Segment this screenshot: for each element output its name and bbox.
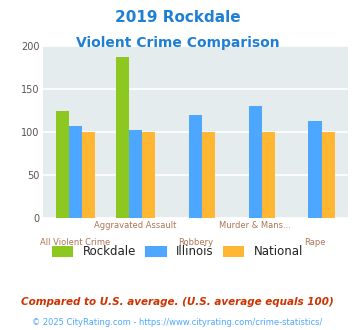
Text: 2019 Rockdale: 2019 Rockdale	[115, 10, 240, 25]
Bar	[202, 132, 215, 218]
Bar	[262, 132, 275, 218]
Text: All Violent Crime: All Violent Crime	[40, 238, 111, 247]
Bar	[129, 130, 142, 218]
Bar	[56, 112, 69, 218]
Bar	[82, 132, 95, 218]
Bar	[69, 126, 82, 218]
Legend: Rockdale, Illinois, National: Rockdale, Illinois, National	[47, 241, 308, 263]
Bar	[116, 57, 129, 218]
Bar	[308, 121, 322, 218]
Text: © 2025 CityRating.com - https://www.cityrating.com/crime-statistics/: © 2025 CityRating.com - https://www.city…	[32, 318, 323, 327]
Bar	[322, 132, 335, 218]
Text: Aggravated Assault: Aggravated Assault	[94, 221, 176, 230]
Bar	[248, 106, 262, 218]
Bar	[189, 115, 202, 218]
Text: Rape: Rape	[304, 238, 326, 247]
Text: Compared to U.S. average. (U.S. average equals 100): Compared to U.S. average. (U.S. average …	[21, 297, 334, 307]
Bar	[142, 132, 155, 218]
Text: Violent Crime Comparison: Violent Crime Comparison	[76, 36, 279, 50]
Text: Robbery: Robbery	[178, 238, 213, 247]
Text: Murder & Mans...: Murder & Mans...	[219, 221, 291, 230]
